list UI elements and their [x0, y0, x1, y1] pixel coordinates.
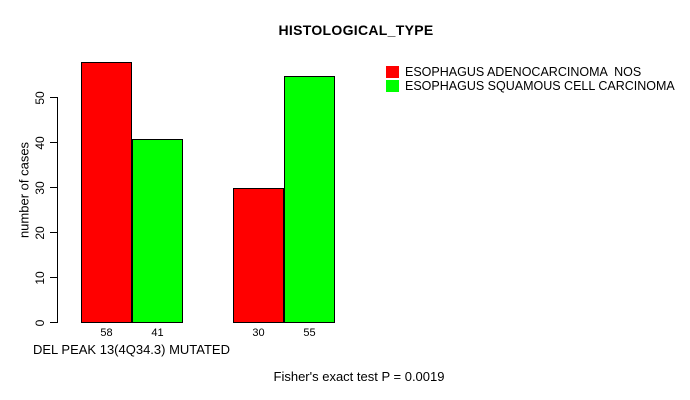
y-axis-tick-label: 30: [33, 180, 47, 195]
y-axis-tick-label: 40: [33, 135, 47, 150]
bar-value-label: 58: [100, 327, 113, 339]
bar-value-label: 41: [151, 327, 164, 339]
y-axis-tick: [50, 277, 57, 278]
x-axis-label: DEL PEAK 13(4Q34.3) MUTATED: [33, 342, 230, 357]
bar: [284, 75, 335, 323]
bar: [233, 188, 284, 323]
chart-title: HISTOLOGICAL_TYPE: [278, 22, 434, 38]
legend-label: ESOPHAGUS ADENOCARCINOMA NOS: [405, 64, 642, 79]
y-axis-tick-label: 0: [33, 319, 47, 326]
y-axis-tick-label: 20: [33, 225, 47, 240]
legend-item: ESOPHAGUS ADENOCARCINOMA NOS: [386, 64, 675, 79]
bar: [132, 138, 183, 323]
stat-annotation: Fisher's exact test P = 0.0019: [273, 369, 445, 384]
bar: [81, 62, 132, 323]
y-axis-tick: [50, 232, 57, 233]
legend-label: ESOPHAGUS SQUAMOUS CELL CARCINOMA: [405, 78, 675, 93]
y-axis-tick: [50, 322, 57, 323]
y-axis-tick: [50, 187, 57, 188]
y-axis-tick: [50, 142, 57, 143]
legend-item: ESOPHAGUS SQUAMOUS CELL CARCINOMA: [386, 78, 675, 93]
legend-swatch: [386, 79, 399, 92]
y-axis-tick-label: 50: [33, 90, 47, 105]
y-axis-tick-label: 10: [33, 270, 47, 285]
y-axis-tick: [50, 97, 57, 98]
bar-value-label: 30: [252, 327, 265, 339]
legend-swatch: [386, 65, 399, 78]
bar-value-label: 55: [303, 327, 316, 339]
legend: ESOPHAGUS ADENOCARCINOMA NOS ESOPHAGUS SQ…: [386, 65, 675, 93]
y-axis-line: [57, 97, 58, 323]
y-axis-label: number of cases: [16, 141, 32, 239]
